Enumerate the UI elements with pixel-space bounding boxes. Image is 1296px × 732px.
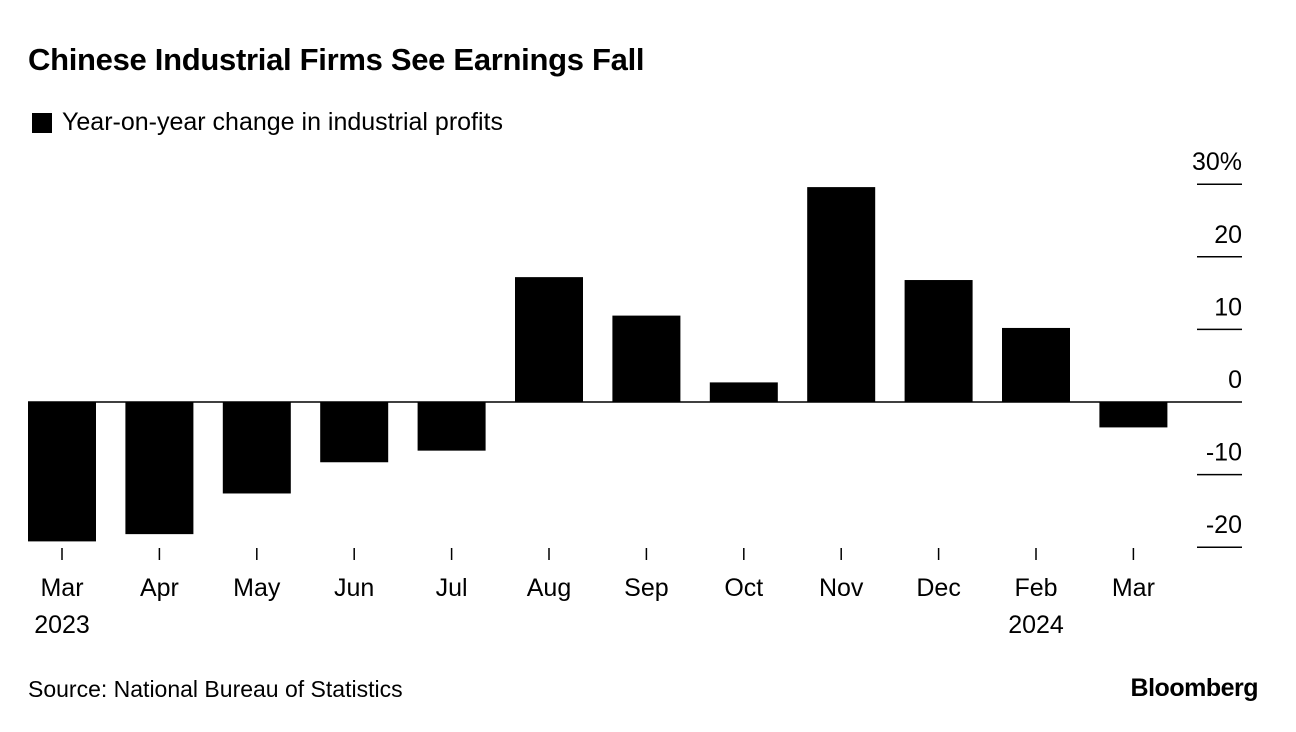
legend-swatch (32, 112, 52, 133)
chart-title: Chinese Industrial Firms See Earnings Fa… (28, 42, 645, 77)
x-tick-label: Dec (916, 574, 960, 602)
y-tick-label: 30% (1192, 148, 1242, 176)
bar (1099, 402, 1168, 428)
bar (28, 402, 96, 542)
x-tick-label: Mar (40, 574, 83, 602)
legend: Year-on-year change in industrial profit… (32, 108, 503, 137)
x-tick-label: Jul (436, 574, 468, 602)
y-tick-label: 10 (1214, 293, 1242, 321)
x-tick-label: 2023 (34, 611, 90, 639)
bar (222, 402, 291, 494)
y-tick-label: 0 (1228, 366, 1242, 394)
bar (904, 280, 973, 402)
bar (417, 402, 486, 451)
bloomberg-logo: Bloomberg (1130, 674, 1259, 702)
legend-label: Year-on-year change in industrial profit… (62, 108, 503, 136)
x-tick-label: May (233, 574, 281, 602)
y-tick-label: -10 (1206, 439, 1242, 467)
source-note: Source: National Bureau of Statistics (28, 676, 403, 702)
x-tick-label: Oct (724, 574, 763, 602)
x-tick-label: Nov (819, 574, 864, 602)
x-tick-label: Feb (1014, 574, 1057, 602)
x-tick-label: Sep (624, 574, 668, 602)
x-tick-label: Jun (334, 574, 374, 602)
bar (515, 277, 583, 402)
x-tick-label: 2024 (1008, 611, 1064, 639)
x-tick-label: Apr (140, 574, 179, 602)
bar (612, 315, 681, 402)
x-tick-label: Mar (1112, 574, 1155, 602)
y-tick-label: 20 (1214, 221, 1242, 249)
y-tick-label: -20 (1206, 511, 1242, 539)
bar (320, 402, 389, 463)
bar (125, 402, 194, 535)
bar (1002, 327, 1070, 402)
bar (807, 187, 876, 402)
x-tick-label: Aug (527, 574, 571, 602)
bar (709, 382, 778, 402)
